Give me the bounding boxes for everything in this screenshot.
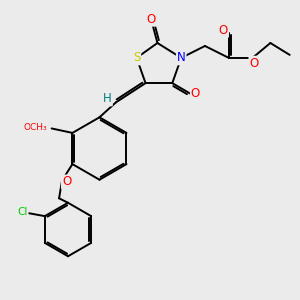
Text: O: O [219,24,228,37]
Text: Cl: Cl [17,207,28,217]
Text: N: N [177,51,186,64]
Text: O: O [147,13,156,26]
Text: OCH₃: OCH₃ [23,123,47,132]
Text: H: H [103,92,112,105]
Text: S: S [133,51,140,64]
Text: O: O [62,176,71,188]
Text: O: O [249,57,259,70]
Text: O: O [191,87,200,100]
